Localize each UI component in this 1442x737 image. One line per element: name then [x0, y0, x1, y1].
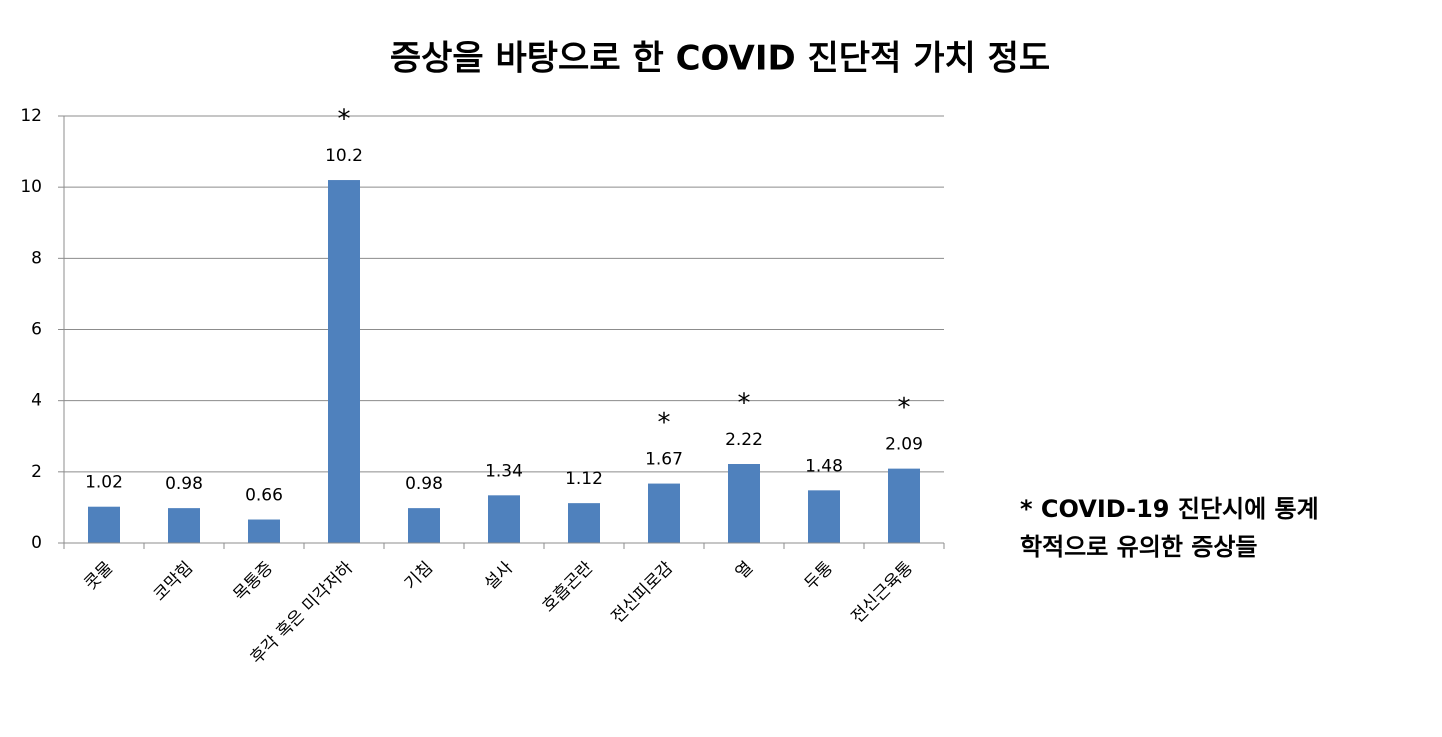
x-tick-label: 전신피로감: [608, 558, 678, 628]
significance-marker: *: [898, 393, 911, 423]
note: * COVID-19 진단시에 통계: [1020, 495, 1319, 523]
x-tick-label: 열: [732, 558, 757, 583]
y-tick-label: 4: [31, 391, 42, 411]
significance-marker: *: [658, 408, 671, 438]
x-tick-label: 설사: [481, 558, 518, 595]
data-label: 1.48: [805, 456, 843, 476]
x-tick-label: 전신근육통: [848, 558, 917, 627]
bar: [488, 495, 520, 543]
data-label: 1.67: [645, 450, 683, 470]
data-label: 0.98: [405, 474, 443, 494]
data-label: 0.98: [165, 474, 203, 494]
chart-title: 증상을 바탕으로 한 COVID 진단적 가치 정도: [390, 39, 1050, 79]
bar: [808, 490, 840, 543]
y-tick-label: 10: [20, 177, 42, 197]
significance-marker: *: [338, 105, 351, 135]
y-tick-label: 12: [20, 106, 42, 126]
y-tick-label: 0: [31, 533, 42, 553]
note: 학적으로 유의한 증상들: [1020, 533, 1258, 561]
bar: [328, 180, 360, 544]
data-label: 2.09: [885, 435, 923, 455]
significance-marker: *: [738, 389, 751, 419]
data-label: 1.12: [565, 469, 603, 489]
y-tick-label: 6: [31, 320, 42, 340]
bar: [248, 519, 280, 543]
y-tick-label: 8: [31, 248, 42, 268]
x-tick-label: 호흡곤란: [539, 558, 598, 617]
bar: [568, 503, 600, 543]
bar: [728, 464, 760, 543]
y-tick-label: 2: [31, 462, 42, 482]
bar: [648, 483, 680, 543]
bar: [888, 468, 920, 543]
x-tick-label: 코막힘: [150, 558, 197, 605]
data-label: 1.02: [85, 473, 123, 493]
x-tick-label: 목통증: [230, 558, 277, 605]
x-tick-label: 기침: [401, 558, 437, 594]
bar: [168, 508, 200, 543]
bar: [408, 508, 440, 543]
x-tick-label: 콧물: [81, 558, 117, 594]
bar: [88, 506, 120, 543]
data-label: 1.34: [485, 461, 523, 481]
x-tick-label: 두통: [801, 558, 837, 594]
data-label: 10.2: [325, 146, 363, 166]
data-label: 2.22: [725, 430, 763, 450]
data-label: 0.66: [245, 486, 283, 506]
